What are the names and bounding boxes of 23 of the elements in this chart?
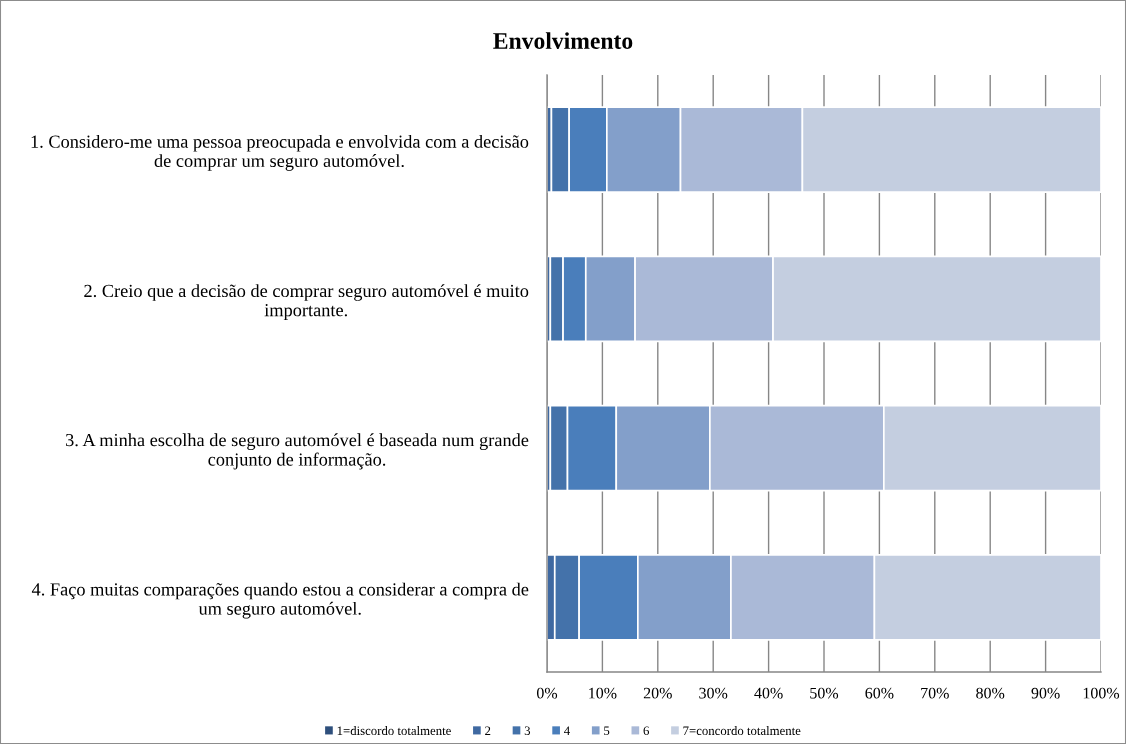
y-tick-label: 4. Faço muitas comparações quando estou a considerar a compra de um seguro automóvel. — [31, 582, 529, 619]
legend-label: 7=concordo totalmente — [683, 726, 801, 736]
x-tick-label: 80% — [976, 687, 1005, 699]
legend-label: 5 — [604, 726, 610, 736]
legend-label: 4 — [564, 726, 570, 735]
x-tick-label: 30% — [699, 687, 728, 699]
legend-label: 2 — [485, 726, 491, 735]
x-tick-label: 40% — [754, 687, 783, 699]
x-tick-label: 100% — [1083, 687, 1120, 699]
legend-label: 3 — [524, 726, 531, 736]
y-tick-label: 1. Considero-me uma pessoa preocupada e envolvida com a decisão de comprar um seguro automóvel. — [31, 134, 529, 171]
x-tick-label: 20% — [643, 687, 672, 699]
x-tick-label: 60% — [865, 687, 894, 699]
x-tick-label: 10% — [589, 687, 617, 699]
x-tick-label: 0% — [536, 687, 558, 699]
y-tick-label: 2. Creio que a decisão de comprar seguro automóvel é muito importante. — [84, 284, 529, 321]
x-tick-label: 70% — [921, 687, 949, 699]
chart-title: Envolvimento — [493, 32, 633, 49]
legend-label: 1=discordo totalmente — [337, 726, 451, 736]
legend-label: 6 — [643, 726, 650, 736]
x-tick-label: 90% — [1031, 687, 1060, 699]
y-tick-label: 3. A minha escolha de seguro automóvel é baseada num grande conjunto de informação. — [66, 433, 529, 470]
x-tick-label: 50% — [810, 687, 839, 699]
